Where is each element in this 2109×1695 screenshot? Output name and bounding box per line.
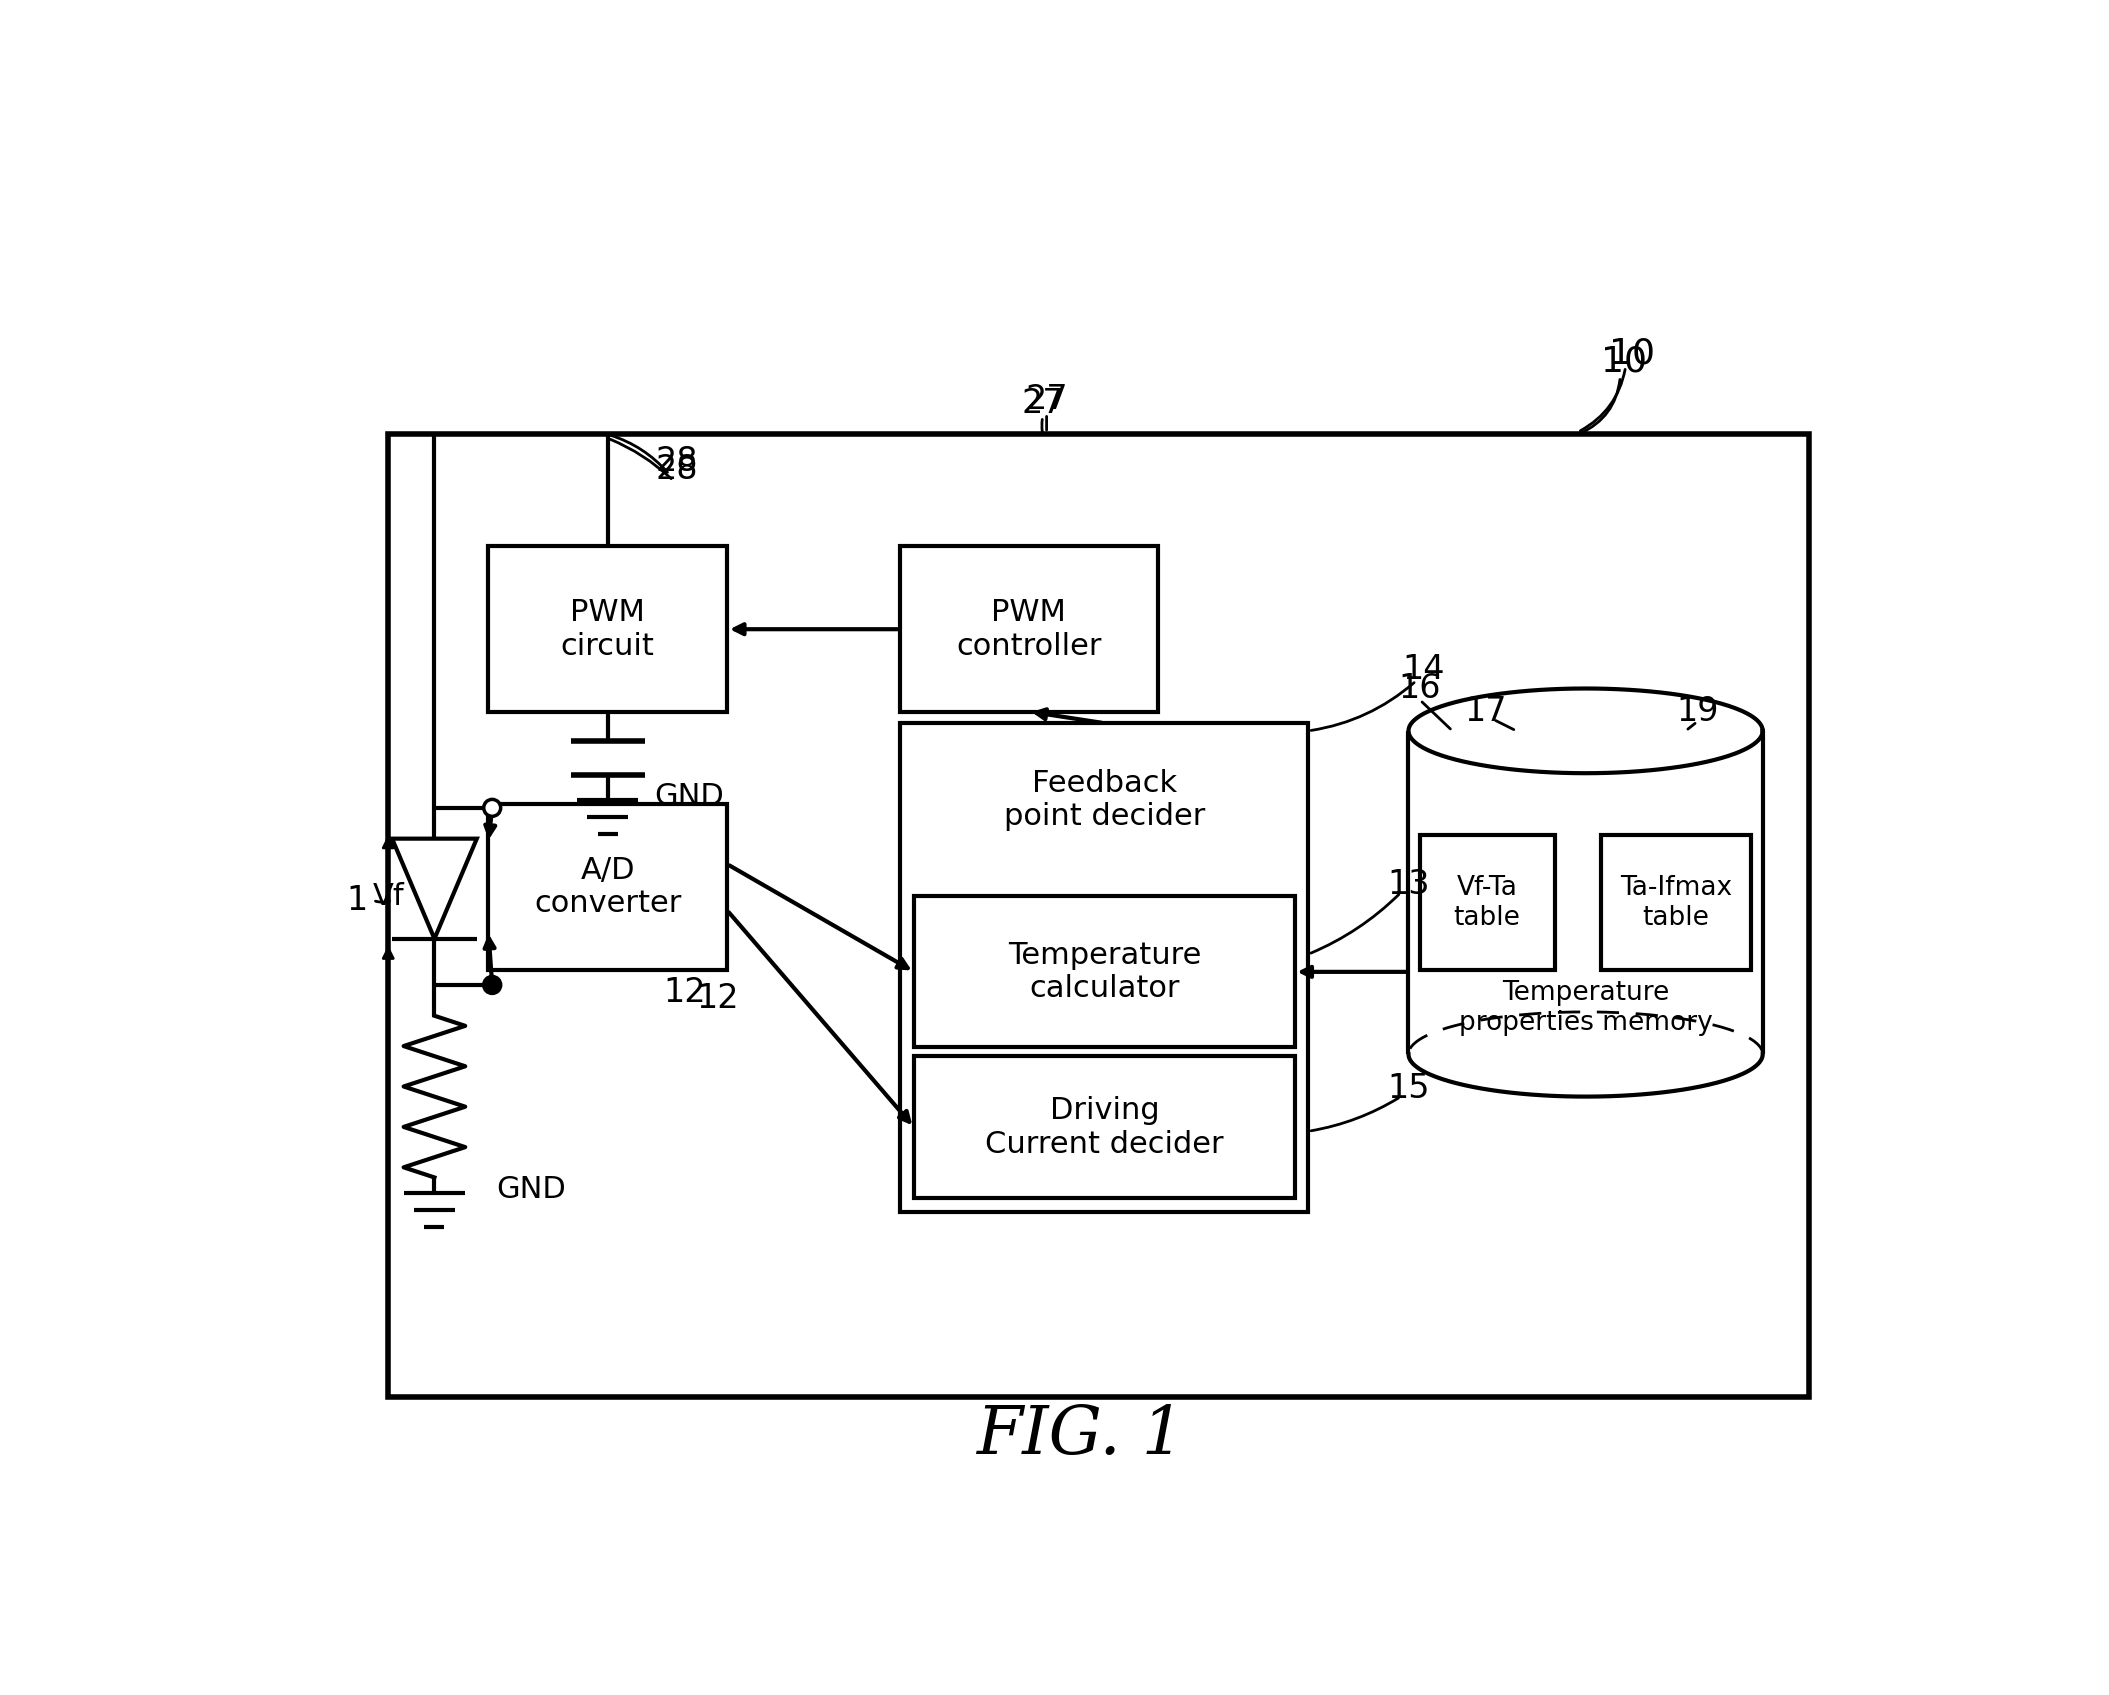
Text: 12: 12	[664, 976, 707, 1009]
Text: GND: GND	[654, 781, 723, 810]
Text: 16: 16	[1398, 671, 1440, 705]
Text: Feedback
point decider: Feedback point decider	[1004, 770, 1204, 832]
Text: A/D
converter: A/D converter	[534, 856, 681, 919]
Text: 19: 19	[1677, 695, 1719, 729]
Text: 12: 12	[696, 983, 738, 1015]
Text: PWM
controller: PWM controller	[955, 598, 1101, 661]
Bar	[901, 546, 1158, 712]
Text: Temperature
properties memory: Temperature properties memory	[1459, 980, 1713, 1036]
Circle shape	[485, 978, 500, 992]
Text: 15: 15	[1388, 1073, 1430, 1105]
Bar	[1601, 836, 1750, 970]
Text: 1: 1	[346, 883, 369, 917]
Text: Vf-Ta
table: Vf-Ta table	[1453, 875, 1521, 931]
Bar	[913, 1056, 1295, 1198]
Text: 10: 10	[1609, 337, 1656, 371]
Circle shape	[483, 800, 500, 817]
Bar	[901, 724, 1308, 1212]
Text: 13: 13	[1388, 868, 1430, 902]
Text: Driving
Current decider: Driving Current decider	[985, 1097, 1223, 1159]
Bar	[913, 897, 1295, 1046]
Text: 27: 27	[1025, 383, 1067, 417]
Text: 28: 28	[656, 444, 698, 478]
Text: Vf: Vf	[373, 881, 405, 910]
Bar	[388, 434, 1810, 1397]
Text: 17: 17	[1464, 695, 1506, 729]
Text: Temperature
calculator: Temperature calculator	[1008, 941, 1200, 1003]
Text: GND: GND	[496, 1175, 565, 1203]
Text: 28: 28	[656, 453, 698, 485]
Text: Ta-Ifmax
table: Ta-Ifmax table	[1620, 875, 1731, 931]
Bar	[489, 546, 728, 712]
Text: 10: 10	[1601, 344, 1647, 378]
Polygon shape	[392, 839, 477, 939]
Text: PWM
circuit: PWM circuit	[561, 598, 654, 661]
Text: 14: 14	[1402, 653, 1445, 686]
Text: 27: 27	[1021, 386, 1065, 420]
Bar	[1419, 836, 1554, 970]
Bar	[489, 803, 728, 970]
Circle shape	[483, 976, 500, 993]
Text: FIG. 1: FIG. 1	[976, 1403, 1185, 1468]
